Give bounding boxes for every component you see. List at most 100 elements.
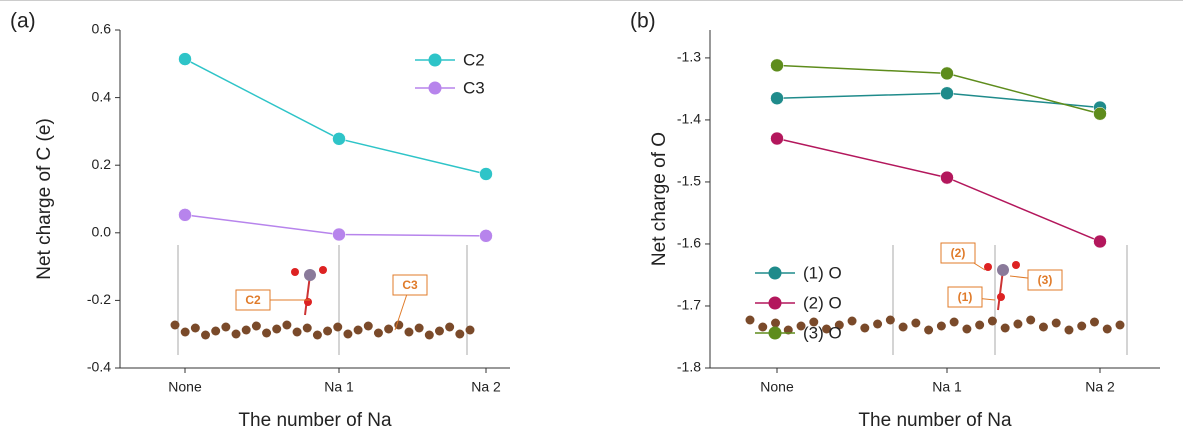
inset-atom: [354, 326, 363, 335]
inset-atom: [1039, 323, 1048, 332]
x-tick-label: Na 2: [1085, 379, 1115, 395]
inset-atom: [435, 327, 444, 336]
data-point: [941, 87, 954, 100]
y-tick-label: 0.2: [92, 156, 112, 172]
x-axis-title: The number of Na: [858, 410, 1012, 431]
inset-atom: [343, 330, 352, 339]
data-point: [333, 228, 346, 241]
inset-atom: [1026, 316, 1035, 325]
inset-atom: [848, 317, 857, 326]
inset-atom: [304, 298, 312, 306]
inset-atom: [1077, 322, 1086, 331]
inset-atom: [384, 325, 393, 334]
inset-atom: [746, 316, 755, 325]
inset-atom: [962, 325, 971, 334]
series-line: [777, 65, 1100, 113]
inset-atom: [364, 322, 373, 331]
x-tick-label: None: [168, 379, 202, 395]
inset-atom: [1064, 326, 1073, 335]
inset-bond: [998, 270, 1003, 310]
annotation: (3): [1038, 273, 1053, 287]
inset-atom: [415, 324, 424, 333]
data-point: [179, 208, 192, 221]
inset-atom: [293, 328, 302, 337]
legend-marker: [769, 267, 782, 280]
data-point: [771, 132, 784, 145]
inset-atom: [304, 269, 316, 281]
data-point: [1094, 235, 1107, 248]
inset-atom: [1012, 261, 1020, 269]
inset-atom: [1103, 325, 1112, 334]
series-line: [777, 139, 1100, 242]
inset-atom: [191, 324, 200, 333]
inset-atom: [988, 317, 997, 326]
inset-atom: [181, 328, 190, 337]
figure: (a)-0.4-0.20.00.20.40.6NoneNa 1Na 2The n…: [0, 0, 1183, 434]
x-axis-title: The number of Na: [238, 410, 392, 431]
inset-atom: [1013, 320, 1022, 329]
y-tick-label: -1.3: [677, 49, 701, 65]
inset-atom: [758, 323, 767, 332]
legend-label: C3: [463, 78, 485, 97]
data-point: [480, 167, 493, 180]
inset-atom: [291, 268, 299, 276]
inset-atom: [924, 326, 933, 335]
y-tick-label: 0.6: [92, 21, 112, 37]
y-axis-title: Net charge of C (e): [34, 118, 55, 280]
inset-atom: [466, 326, 475, 335]
data-point: [179, 53, 192, 66]
data-point: [333, 132, 346, 145]
inset-atom: [262, 329, 271, 338]
inset-atom: [272, 325, 281, 334]
inset-atom: [232, 330, 241, 339]
inset-atom: [975, 321, 984, 330]
inset-atom: [323, 327, 332, 336]
legend-label: (3) O: [803, 323, 842, 342]
annotation: C2: [245, 293, 261, 307]
y-tick-label: -1.7: [677, 297, 701, 313]
inset-atom: [404, 328, 413, 337]
inset-atom: [319, 266, 327, 274]
inset-atom: [303, 324, 312, 333]
legend-marker: [429, 54, 442, 67]
inset-atom: [252, 322, 261, 331]
y-tick-label: -0.2: [87, 291, 111, 307]
panel-label: (a): [10, 10, 36, 33]
x-tick-label: None: [760, 379, 794, 395]
y-tick-label: -1.4: [677, 111, 701, 127]
inset-atom: [1001, 324, 1010, 333]
inset-atom: [221, 323, 230, 332]
inset-atom: [899, 323, 908, 332]
inset-atom: [171, 321, 180, 330]
y-tick-label: -1.5: [677, 173, 701, 189]
inset-atom: [374, 329, 383, 338]
inset-atom: [911, 319, 920, 328]
data-point: [941, 67, 954, 80]
inset-atom: [937, 322, 946, 331]
inset-atom: [313, 331, 322, 340]
annotation: (1): [958, 290, 973, 304]
inset-atom: [425, 331, 434, 340]
x-tick-label: Na 2: [471, 379, 501, 395]
inset-atom: [201, 331, 210, 340]
data-point: [480, 229, 493, 242]
legend-marker: [769, 297, 782, 310]
series-line: [185, 59, 486, 174]
inset-atom: [997, 293, 1005, 301]
legend-marker: [769, 327, 782, 340]
inset-bond: [305, 275, 310, 315]
inset-atom: [333, 323, 342, 332]
inset-atom: [1052, 319, 1061, 328]
inset-atom: [242, 326, 251, 335]
inset-atom: [211, 327, 220, 336]
legend-label: C2: [463, 50, 485, 69]
legend-marker: [429, 82, 442, 95]
inset-atom: [860, 324, 869, 333]
y-tick-label: -0.4: [87, 359, 111, 375]
inset-atom: [445, 323, 454, 332]
data-point: [771, 92, 784, 105]
annotation: C3: [402, 278, 418, 292]
data-point: [1094, 107, 1107, 120]
data-point: [941, 171, 954, 184]
legend-label: (1) O: [803, 263, 842, 282]
